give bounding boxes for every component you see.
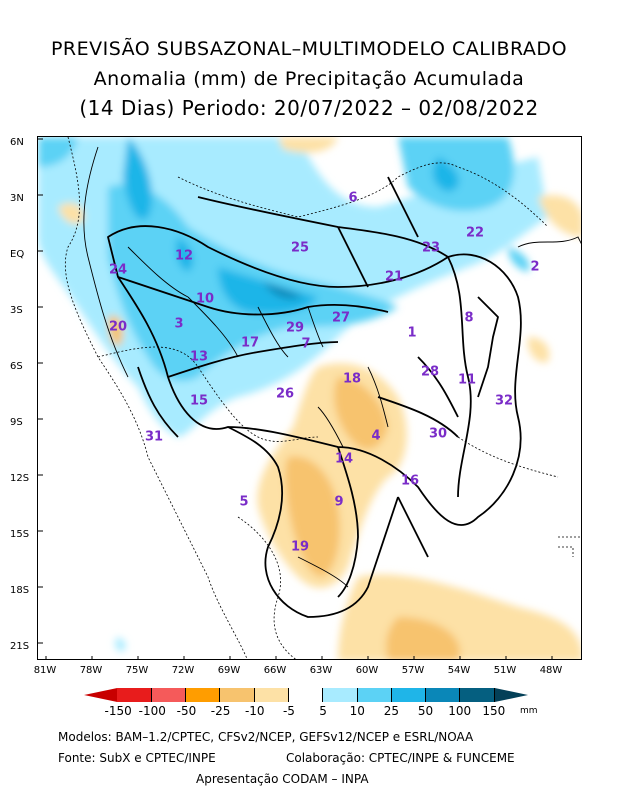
basin-label-15: 15 (189, 393, 209, 409)
basin-label-11: 11 (457, 372, 477, 388)
lat-label: 12S (10, 473, 30, 484)
basin-label-2: 2 (530, 259, 540, 275)
lat-label: 18S (10, 585, 30, 596)
legend-cell (151, 688, 186, 702)
footer-presentation: Apresentação CODAM – INPA (196, 772, 369, 786)
lon-label: 63W (309, 665, 333, 676)
basin-label-4: 4 (371, 428, 381, 444)
lat-label: 3N (10, 193, 24, 204)
basin-label-17: 17 (240, 335, 260, 351)
basin-label-22: 22 (465, 225, 485, 241)
basin-label-29: 29 (285, 320, 305, 336)
lon-label: 81W (33, 665, 57, 676)
legend-unit: mm (520, 706, 538, 716)
lat-label: 6S (10, 361, 23, 372)
lon-label: 78W (79, 665, 103, 676)
color-legend (84, 688, 529, 702)
basin-label-8: 8 (464, 310, 474, 326)
legend-label: -10 (244, 704, 265, 718)
lat-label: 6N (10, 137, 24, 148)
anomaly-fields (38, 137, 581, 659)
legend-label: -150 (104, 704, 132, 718)
coastline (83, 146, 581, 378)
basin-label-18: 18 (342, 371, 362, 387)
basin-label-30: 30 (428, 426, 448, 442)
basin-label-32: 32 (494, 393, 514, 409)
lat-label: 15S (10, 529, 30, 540)
lat-label: 21S (10, 641, 30, 652)
legend-cell (426, 688, 461, 702)
lon-label: 72W (171, 665, 195, 676)
lon-label: 48W (539, 665, 563, 676)
basin-label-31: 31 (144, 429, 164, 445)
legend-label: 150 (482, 704, 506, 718)
lon-label: 75W (125, 665, 149, 676)
legend-cell (460, 688, 495, 702)
precipitation-anomaly-map: 1 2 3 4 5 6 7 8 9 10 11 12 13 14 15 16 17 18 19 20 21 22 23 24 2… (37, 136, 582, 660)
lon-label: 57W (401, 665, 425, 676)
basin-label-21: 21 (384, 269, 404, 285)
basin-label-23: 23 (421, 240, 441, 256)
footer-source: Fonte: SubX e CPTEC/INPE (58, 751, 216, 765)
legend-cell (494, 688, 529, 702)
lon-label: 69W (217, 665, 241, 676)
legend-label: 50 (417, 704, 434, 718)
basin-label-3: 3 (174, 316, 184, 332)
basin-label-26: 26 (275, 386, 295, 402)
basin-label-28: 28 (420, 364, 440, 380)
legend-label: -50 (176, 704, 197, 718)
legend-cell (391, 688, 427, 702)
lat-label: EQ (10, 249, 25, 260)
basin-label-14: 14 (334, 451, 354, 467)
basin-label-9: 9 (334, 494, 344, 510)
sub-basin-outlines (127, 246, 389, 588)
legend-cell (117, 688, 152, 702)
basin-label-6: 6 (348, 190, 358, 206)
legend-cell (254, 688, 289, 702)
legend-label: 10 (349, 704, 365, 718)
legend-label: -25 (210, 704, 231, 718)
lon-label: 54W (447, 665, 471, 676)
basin-label-24: 24 (108, 262, 128, 278)
basin-label-16: 16 (400, 473, 420, 489)
legend-cell (84, 688, 118, 702)
legend-label: -100 (138, 704, 166, 718)
legend-cell (323, 688, 358, 702)
basin-label-10: 10 (195, 291, 215, 307)
legend-label: 25 (383, 704, 400, 718)
basin-label-19: 19 (290, 539, 310, 555)
title-line-2: Anomalia (mm) de Precipitação Acumulada (93, 68, 525, 90)
lon-label: 51W (493, 665, 517, 676)
basin-label-7: 7 (301, 336, 311, 352)
lat-label: 3S (10, 305, 23, 316)
lon-label: 60W (355, 665, 379, 676)
legend-cell (185, 688, 221, 702)
footer-models: Modelos: BAM–1.2/CPTEC, CFSv2/NCEP, GEFS… (58, 730, 474, 744)
basin-label-12: 12 (174, 248, 194, 264)
basin-label-20: 20 (108, 319, 128, 335)
title-line-1: PREVISÃO SUBSAZONAL–MULTIMODELO CALIBRAD… (50, 38, 568, 60)
legend-label: -5 (282, 704, 295, 718)
graticule-ticks (38, 138, 553, 659)
basin-label-5: 5 (239, 494, 249, 510)
footer-collab: Colaboração: CPTEC/INPE & FUNCEME (286, 751, 515, 765)
basin-label-27: 27 (331, 310, 351, 326)
basin-label-13: 13 (189, 349, 209, 365)
map-canvas (38, 137, 581, 659)
title-line-3: (14 Dias) Periodo: 20/07/2022 – 02/08/20… (79, 96, 539, 120)
basin-outlines (107, 176, 522, 618)
basin-label-25: 25 (290, 240, 310, 256)
lon-label: 66W (263, 665, 287, 676)
legend-cell (288, 688, 324, 702)
basin-label-1: 1 (407, 325, 417, 341)
legend-cell (357, 688, 392, 702)
legend-label: 100 (448, 704, 472, 718)
legend-label: 5 (319, 704, 327, 718)
legend-cell (220, 688, 255, 702)
lat-label: 9S (10, 417, 23, 428)
